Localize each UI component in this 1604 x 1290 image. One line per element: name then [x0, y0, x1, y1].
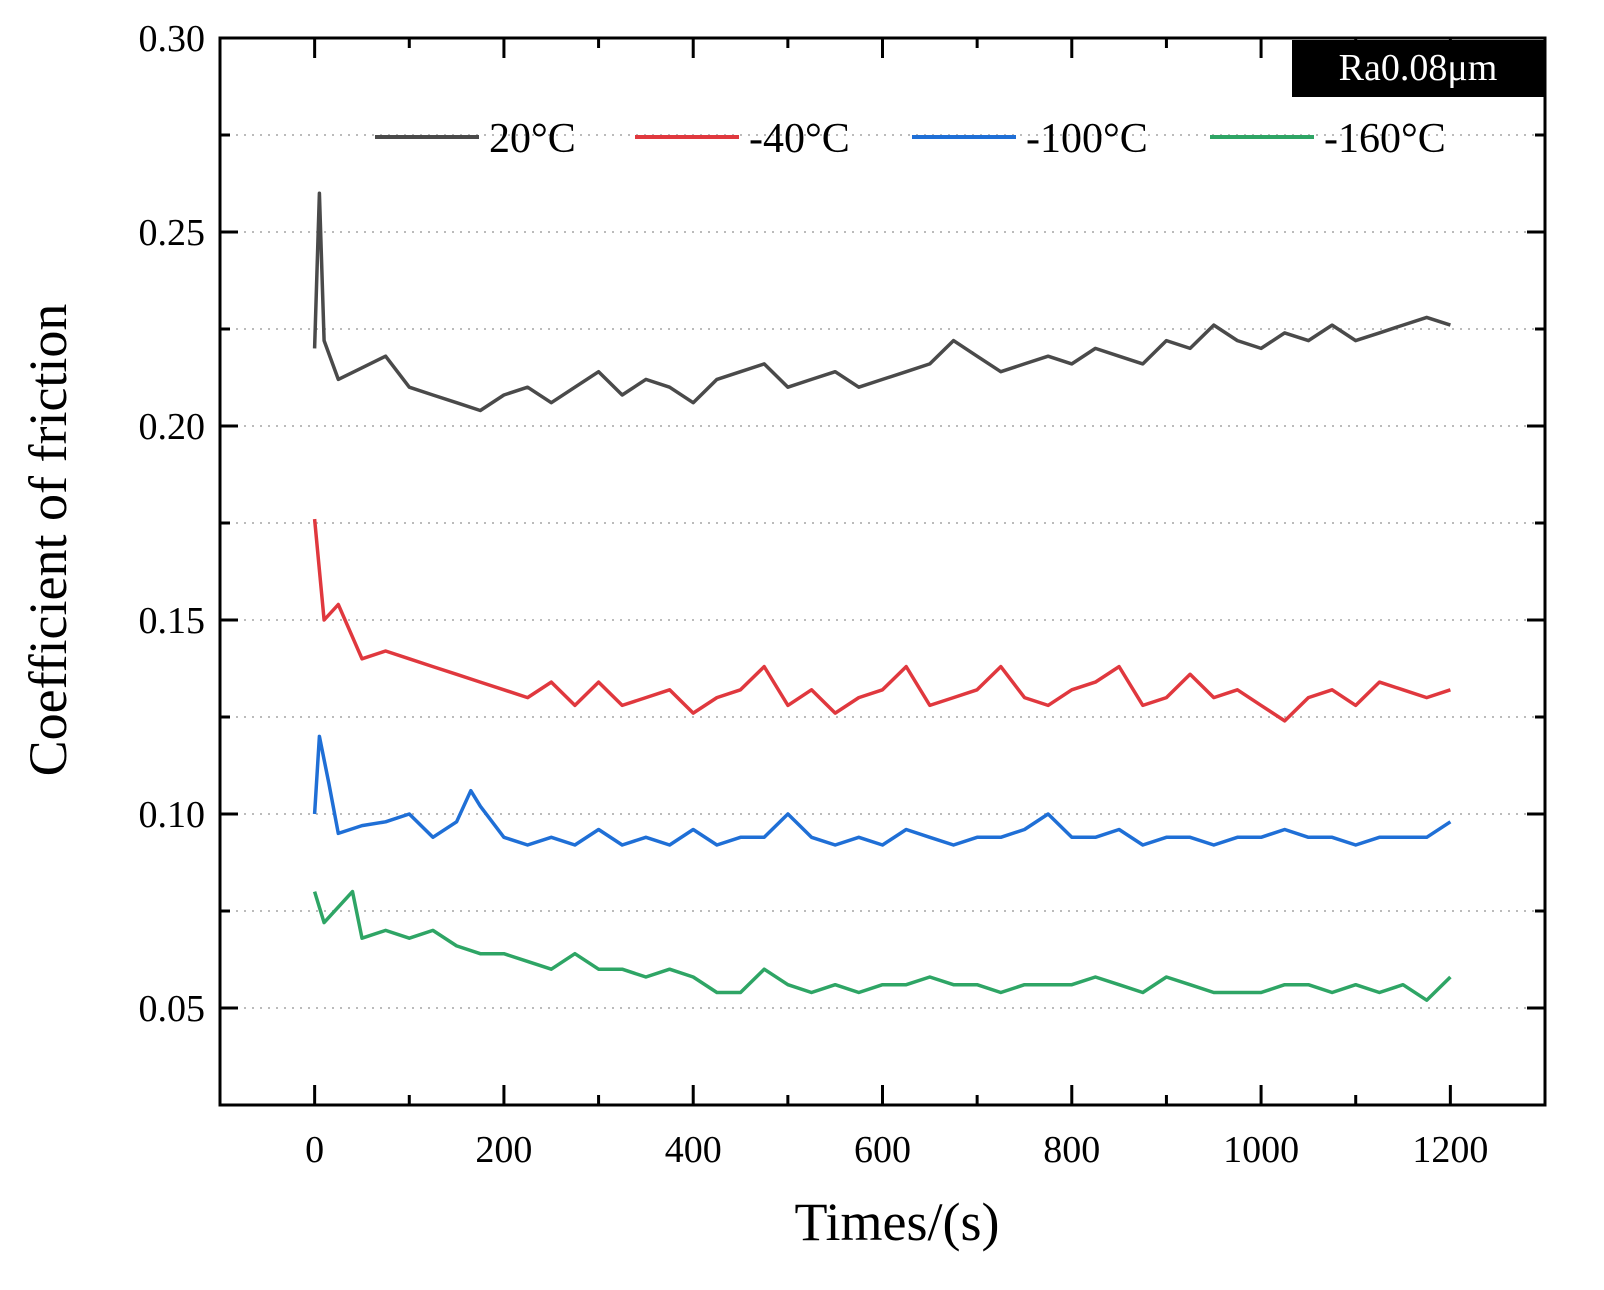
series-line-4: [312, 889, 1452, 1002]
series-lines: [312, 191, 1452, 1002]
y-tick-label: 0.05: [139, 988, 206, 1030]
series-line-1: [312, 191, 1451, 413]
y-tick-label: 0.30: [139, 18, 206, 60]
y-axis-title: Coefficient of friction: [18, 304, 78, 777]
legend-label: -40°C: [749, 116, 850, 162]
annotation-box: Ra0.08μm: [1292, 40, 1544, 97]
y-tick-label: 0.10: [139, 794, 206, 836]
annotation-label: Ra0.08μm: [1339, 47, 1498, 89]
x-tick-label: 1200: [1412, 1129, 1488, 1171]
axis-ticks: [220, 36, 1547, 1105]
x-tick-label: 0: [305, 1129, 324, 1171]
x-axis-title: Times/(s): [794, 1192, 999, 1252]
y-tick-label: 0.20: [139, 406, 206, 448]
x-tick-label: 400: [665, 1129, 722, 1171]
series-line-2: [312, 518, 1451, 723]
legend-label: -100°C: [1026, 116, 1148, 162]
gridlines: [220, 134, 1545, 1009]
tick-labels: 0.05 0.10 0.15 0.20 0.25 0.30 0 200 400 600 800 100…: [139, 18, 1489, 1171]
series-line-3: [312, 734, 1452, 847]
y-tick-label: 0.25: [139, 212, 206, 254]
y-tick-label: 0.15: [139, 600, 206, 642]
x-tick-label: 800: [1043, 1129, 1100, 1171]
legend-label: 20°C: [489, 116, 576, 162]
legend: 20°C -40°C -100°C -160°C: [375, 116, 1446, 162]
x-tick-label: 600: [854, 1129, 911, 1171]
legend-label: -160°C: [1324, 116, 1446, 162]
x-tick-label: 200: [475, 1129, 532, 1171]
plot-frame: [218, 36, 1547, 1107]
x-tick-label: 1000: [1223, 1129, 1299, 1171]
